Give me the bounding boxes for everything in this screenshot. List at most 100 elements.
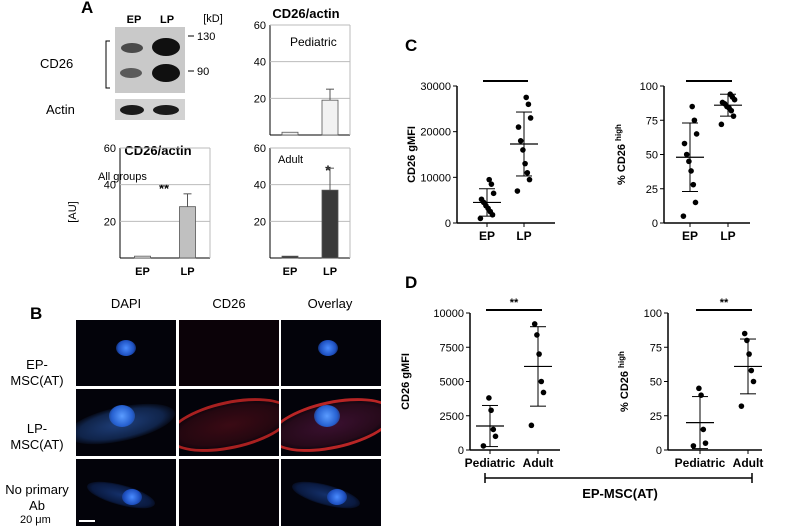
blot-lane-lp: LP <box>160 14 174 26</box>
data-point <box>750 378 757 385</box>
bar-ytick-label: 40 <box>104 180 116 192</box>
data-point <box>531 321 538 327</box>
data-point <box>517 138 524 144</box>
data-point <box>688 168 694 174</box>
data-point <box>526 176 533 183</box>
bar-chart-all: [AU] CD26/actin All groups ** 20 40 60 EP LP <box>67 143 211 278</box>
membrane-stain <box>179 389 279 456</box>
marker-130: 130 <box>197 31 215 43</box>
data-point <box>680 213 687 219</box>
western-blot: EP LP [kD] 130 90 CD26 Actin <box>40 13 223 120</box>
data-point <box>480 443 487 449</box>
dot-ytick-label: 0 <box>656 445 662 457</box>
dot-ytick-label: 50 <box>650 377 662 389</box>
bar-ytick-label: 20 <box>254 216 266 228</box>
dot-ylabel: % CD26 high <box>617 351 631 412</box>
data-point <box>490 190 497 197</box>
dot-ytick-label: 0 <box>458 445 464 457</box>
micrograph-lp-overlay <box>281 389 381 456</box>
data-point <box>528 422 535 429</box>
data-point <box>540 389 547 396</box>
dot-xtick-label: Adult <box>733 456 764 470</box>
dot-plot-c-pct: 0 25 50 75 100 % CD26 high EP LP ** <box>614 75 750 243</box>
micrograph-ep-overlay <box>281 320 381 386</box>
dot-ytick-label: 75 <box>646 115 658 127</box>
nucleus <box>116 340 136 356</box>
dot-ytick-label: 100 <box>644 308 662 320</box>
blot-actin-label: Actin <box>46 102 75 117</box>
col-header-cd26: CD26 <box>212 296 246 311</box>
dot-ytick-label: 7500 <box>440 342 464 354</box>
micrograph-no-primary-dapi <box>76 459 176 526</box>
bar-ytick-label: 40 <box>254 180 266 192</box>
blot-bracket <box>105 40 110 89</box>
blot-lane-ep: EP <box>127 14 142 26</box>
bar-ytick-label: 20 <box>254 93 266 105</box>
blot-kd-unit: [kD] <box>203 13 223 25</box>
dot-ylabel: CD26 gMFI <box>406 126 418 183</box>
data-point <box>488 407 494 414</box>
panel-letter-a: A <box>81 0 94 17</box>
nucleus <box>109 405 135 427</box>
col-header-dapi: DAPI <box>110 296 142 311</box>
dot-xtick-label: EP <box>682 229 698 243</box>
data-point <box>690 181 697 188</box>
nucleus <box>122 489 142 505</box>
bar-adult-subtitle: Adult <box>278 154 303 166</box>
data-point <box>490 426 497 433</box>
dot-ytick-label: 20000 <box>420 127 451 139</box>
data-point <box>683 151 690 158</box>
dot-ytick-label: 75 <box>650 342 662 354</box>
bar-xtick-label: LP <box>180 266 194 278</box>
blot-cd26-membrane <box>115 27 185 93</box>
blot-band-lp-lower <box>152 64 180 82</box>
row-label-ep: EP- MSC(AT) <box>10 357 64 388</box>
dot-xtick-label: LP <box>720 229 735 243</box>
data-point <box>522 160 528 167</box>
col-header-overlay: Overlay <box>307 296 353 311</box>
data-point <box>718 121 725 128</box>
data-point <box>681 140 688 147</box>
data-point <box>746 351 752 357</box>
data-point <box>520 147 526 153</box>
dot-plot-c-mfi: 0 10000 20000 30000 CD26 gMFI EP LP ** <box>406 75 555 243</box>
data-point <box>515 124 522 130</box>
bar-ep <box>134 255 151 259</box>
dot-xtick-label: Adult <box>523 456 554 470</box>
row-label-no-primary: No primary Ab <box>5 482 69 513</box>
data-point <box>523 94 529 101</box>
data-point <box>692 199 699 206</box>
bar-ytick-label: 60 <box>104 143 116 155</box>
bar-chart-adult: Adult * 20 40 60 EP LP <box>254 143 351 278</box>
data-point <box>744 337 750 344</box>
micrograph-lp-cd26 <box>179 389 279 456</box>
significance-label: ** <box>720 297 729 309</box>
data-point <box>478 196 485 203</box>
data-point <box>741 330 748 337</box>
blot-band-ep-lower <box>120 68 142 78</box>
dot-ytick-label: 30000 <box>420 81 451 93</box>
bar-xtick-label: LP <box>323 266 337 278</box>
dot-xtick-label: EP <box>479 229 495 243</box>
data-point <box>486 176 492 183</box>
data-point <box>693 131 700 137</box>
data-point <box>492 433 499 440</box>
bar-lp <box>179 206 196 259</box>
row-label-lp: LP- MSC(AT) <box>10 421 64 452</box>
data-point <box>689 103 695 110</box>
micrograph-ep-cd26 <box>179 320 279 386</box>
dot-ytick-label: 10000 <box>420 172 451 184</box>
data-point <box>696 385 702 392</box>
dot-ytick-label: 2500 <box>440 411 464 423</box>
data-point <box>698 392 704 398</box>
dot-xtick-label: Pediatric <box>675 456 726 470</box>
bar-ped-title: CD26/actin <box>272 6 339 21</box>
bar-all-sig: ** <box>159 181 170 196</box>
dot-plot-d-pct: 0 25 50 75 100 % CD26 high Pediatric Adult ** <box>617 297 764 470</box>
nucleus <box>314 405 340 427</box>
dot-ytick-label: 25 <box>646 184 658 196</box>
bar-all-ylabel: [AU] <box>67 201 79 222</box>
nucleus <box>327 489 347 505</box>
dot-ylabel: % CD26 high <box>614 124 628 185</box>
micrograph-no-primary-cd26 <box>179 459 279 526</box>
